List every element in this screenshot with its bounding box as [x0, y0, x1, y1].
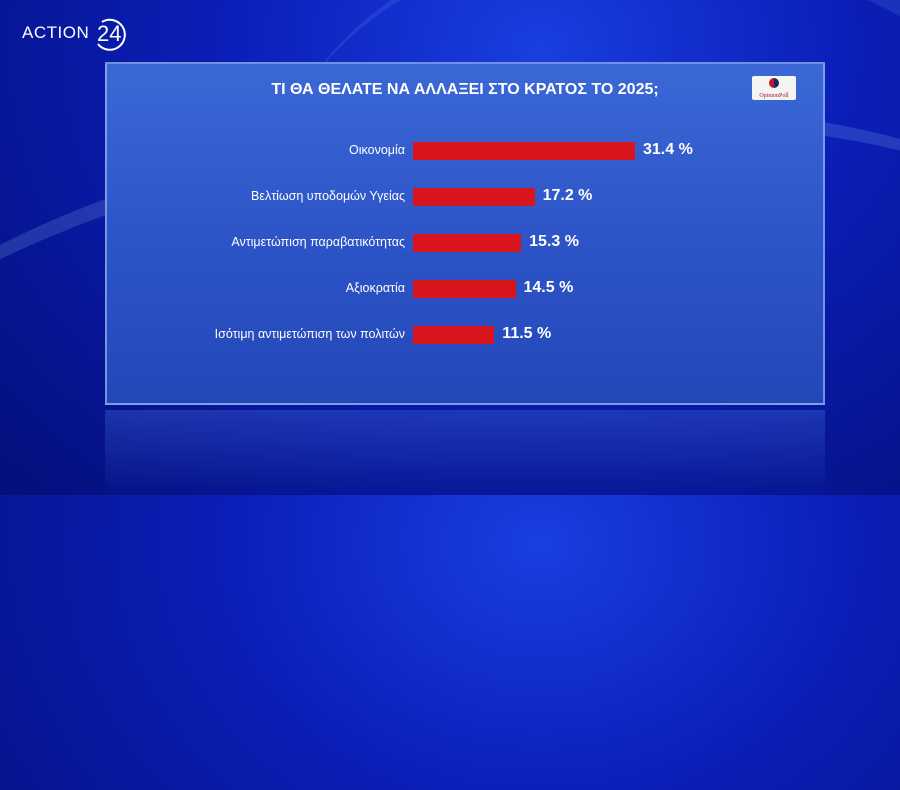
category-label: Αξιοκρατία	[345, 281, 405, 295]
channel-logo: ACTION 24	[22, 14, 130, 52]
bar-row: Αξιοκρατία 14.5 %	[107, 279, 823, 299]
logo-24-icon: 24	[92, 14, 130, 52]
category-label: Αντιμετώπιση παραβατικότητας	[231, 235, 405, 249]
bar	[413, 326, 495, 344]
category-label: Οικονομία	[349, 143, 405, 157]
bar-row: Βελτίωση υποδομών Υγείας 17.2 %	[107, 187, 823, 207]
panel-reflection	[105, 410, 825, 495]
value-label: 15.3 %	[529, 233, 579, 250]
logo-text: ACTION	[22, 23, 90, 42]
svg-text:24: 24	[97, 21, 121, 46]
bar-row: Ισότιμη αντιμετώπιση των πολιτών 11.5 %	[107, 325, 823, 345]
value-label: 17.2 %	[542, 187, 593, 204]
chart-title: ΤΙ ΘΑ ΘΕΛΑΤΕ ΝΑ ΑΛΛΑΞΕΙ ΣΤΟ ΚΡΑΤΟΣ ΤΟ 20…	[271, 81, 659, 98]
bar-row: Αντιμετώπιση παραβατικότητας 15.3 %	[107, 233, 823, 253]
opinionpoll-logo-icon	[769, 78, 779, 88]
bar-row: Οικονομία 31.4 %	[107, 141, 823, 161]
chart-panel: ΤΙ ΘΑ ΘΕΛΑΤΕ ΝΑ ΑΛΛΑΞΕΙ ΣΤΟ ΚΡΑΤΟΣ ΤΟ 20…	[105, 62, 825, 405]
value-label: 14.5 %	[523, 279, 574, 296]
bar	[413, 188, 535, 206]
bar	[413, 234, 522, 252]
opinionpoll-logo: OpinionPoll	[752, 76, 796, 100]
opinionpoll-logo-text: OpinionPoll	[759, 93, 789, 99]
bar	[413, 142, 635, 160]
category-label: Ισότιμη αντιμετώπιση των πολιτών	[214, 327, 405, 341]
value-label: 31.4 %	[642, 141, 693, 158]
value-label: 11.5 %	[502, 325, 552, 342]
category-label: Βελτίωση υποδομών Υγείας	[251, 189, 405, 203]
bar	[413, 280, 516, 298]
